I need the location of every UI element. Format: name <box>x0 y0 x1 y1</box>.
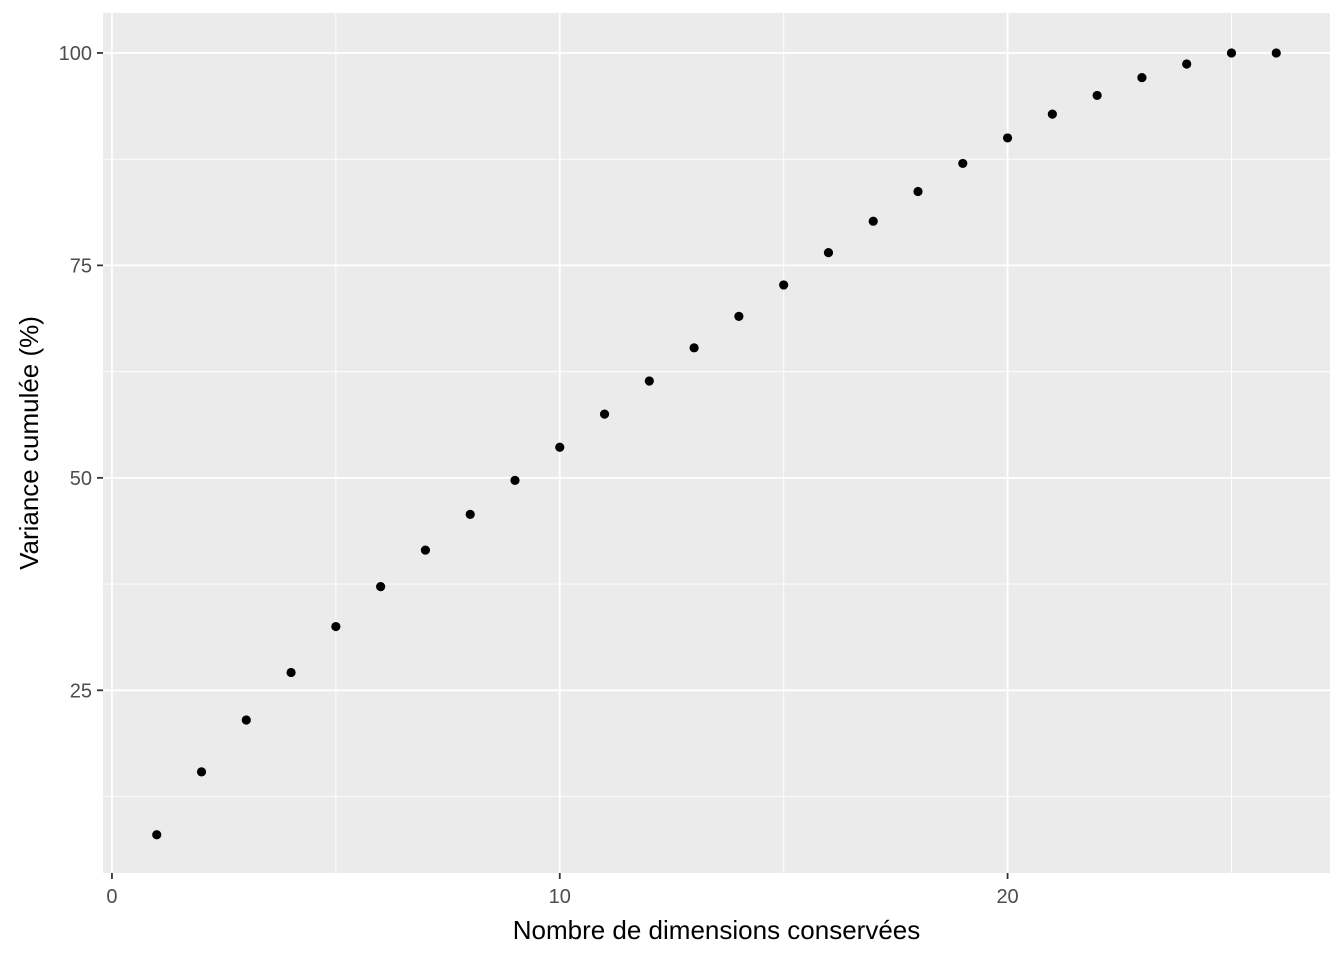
data-points <box>152 48 1281 840</box>
y-axis-title: Variance cumulée (%) <box>14 316 44 570</box>
data-point <box>1047 109 1057 119</box>
data-point <box>689 343 699 353</box>
x-tick-label: 10 <box>549 886 571 908</box>
data-point <box>420 545 431 555</box>
data-point <box>465 509 475 519</box>
data-point <box>599 409 610 419</box>
y-tick-label: 100 <box>59 43 92 65</box>
x-axis: 0 10 20 <box>106 873 1019 908</box>
x-axis-title: Nombre de dimensions conservées <box>513 915 921 945</box>
data-point <box>1092 90 1102 101</box>
data-point <box>779 280 789 290</box>
y-axis: 25 50 75 100 <box>59 43 103 702</box>
plot-panel <box>103 13 1330 873</box>
data-point <box>331 621 341 632</box>
minor-grid-lines <box>103 13 1330 873</box>
data-point <box>152 830 162 840</box>
data-point <box>1002 133 1013 143</box>
data-point <box>868 216 878 226</box>
data-point <box>1271 48 1281 58</box>
data-point <box>241 715 251 725</box>
x-tick-label: 0 <box>106 886 117 908</box>
data-point <box>913 186 923 197</box>
data-point <box>376 582 386 592</box>
data-point <box>196 767 207 777</box>
y-tick-label: 50 <box>70 468 92 490</box>
data-point <box>1182 59 1192 69</box>
x-tick-label: 20 <box>996 886 1018 908</box>
data-point <box>1226 48 1237 58</box>
data-point <box>823 248 834 258</box>
data-point <box>510 475 520 485</box>
data-point <box>286 667 296 678</box>
data-point <box>555 442 565 452</box>
y-tick-label: 75 <box>70 255 92 277</box>
data-point <box>958 158 968 169</box>
data-point <box>734 311 744 321</box>
y-tick-label: 25 <box>70 680 92 702</box>
data-point <box>1137 72 1147 83</box>
data-point <box>644 376 654 386</box>
